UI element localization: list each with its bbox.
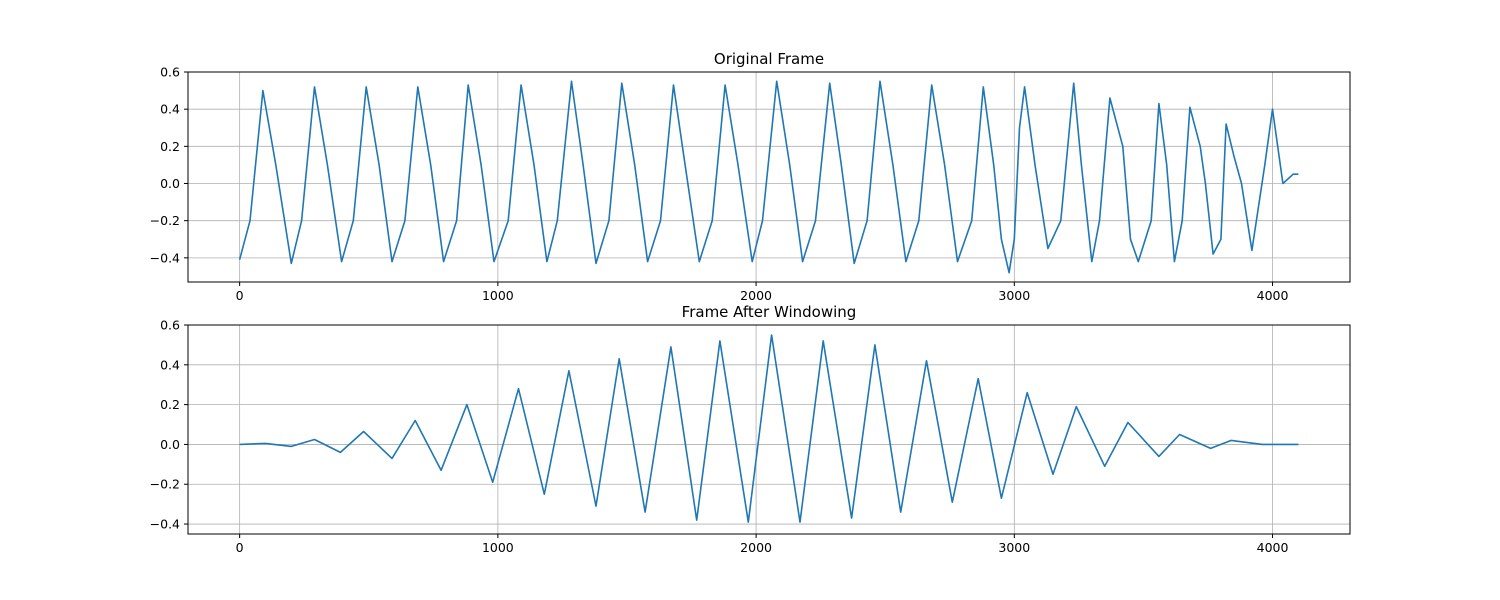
- x-tick-label: 4000: [1257, 540, 1289, 555]
- chart-panel-2: 0 1000 2000 3000 4000 −0.4 −0.2 0.0 0.2 0.4 0.6 Fra…: [150, 303, 1351, 555]
- y-tick-label: 0.0: [160, 176, 180, 191]
- chart-title: Frame After Windowing: [682, 303, 857, 321]
- y-tick-label: 0.4: [160, 102, 180, 117]
- x-tick-label: 2000: [740, 288, 772, 303]
- y-tick-label: 0.2: [160, 139, 180, 154]
- x-tick-label: 0: [236, 540, 244, 555]
- x-tick-label: 1000: [482, 540, 514, 555]
- y-tick-label: 0.6: [160, 318, 180, 333]
- y-tick-label: −0.2: [150, 477, 180, 492]
- y-tick-label: 0.0: [160, 437, 180, 452]
- chart-panel-1: 0 1000 2000 3000 4000 −0.4 −0.2 0.0 0.2 0.4 0.6 Ori…: [150, 50, 1351, 303]
- x-tick-label: 4000: [1257, 288, 1289, 303]
- y-tick-label: 0.4: [160, 357, 180, 372]
- y-tick-label: −0.2: [150, 213, 180, 228]
- y-tick-label: −0.4: [150, 250, 180, 265]
- series-line: [239, 334, 1299, 523]
- x-tick-label: 0: [236, 288, 244, 303]
- axes-frame: [187, 324, 1351, 535]
- chart-title: Original Frame: [714, 50, 824, 68]
- x-tick-label: 3000: [998, 540, 1030, 555]
- y-tick-label: −0.4: [150, 517, 180, 532]
- x-tick-label: 2000: [740, 540, 772, 555]
- y-tick-label: 0.6: [160, 65, 180, 80]
- axes-frame: [187, 71, 1351, 283]
- x-tick-label: 3000: [998, 288, 1030, 303]
- y-tick-label: 0.2: [160, 397, 180, 412]
- x-tick-label: 1000: [482, 288, 514, 303]
- series-line: [238, 80, 1299, 274]
